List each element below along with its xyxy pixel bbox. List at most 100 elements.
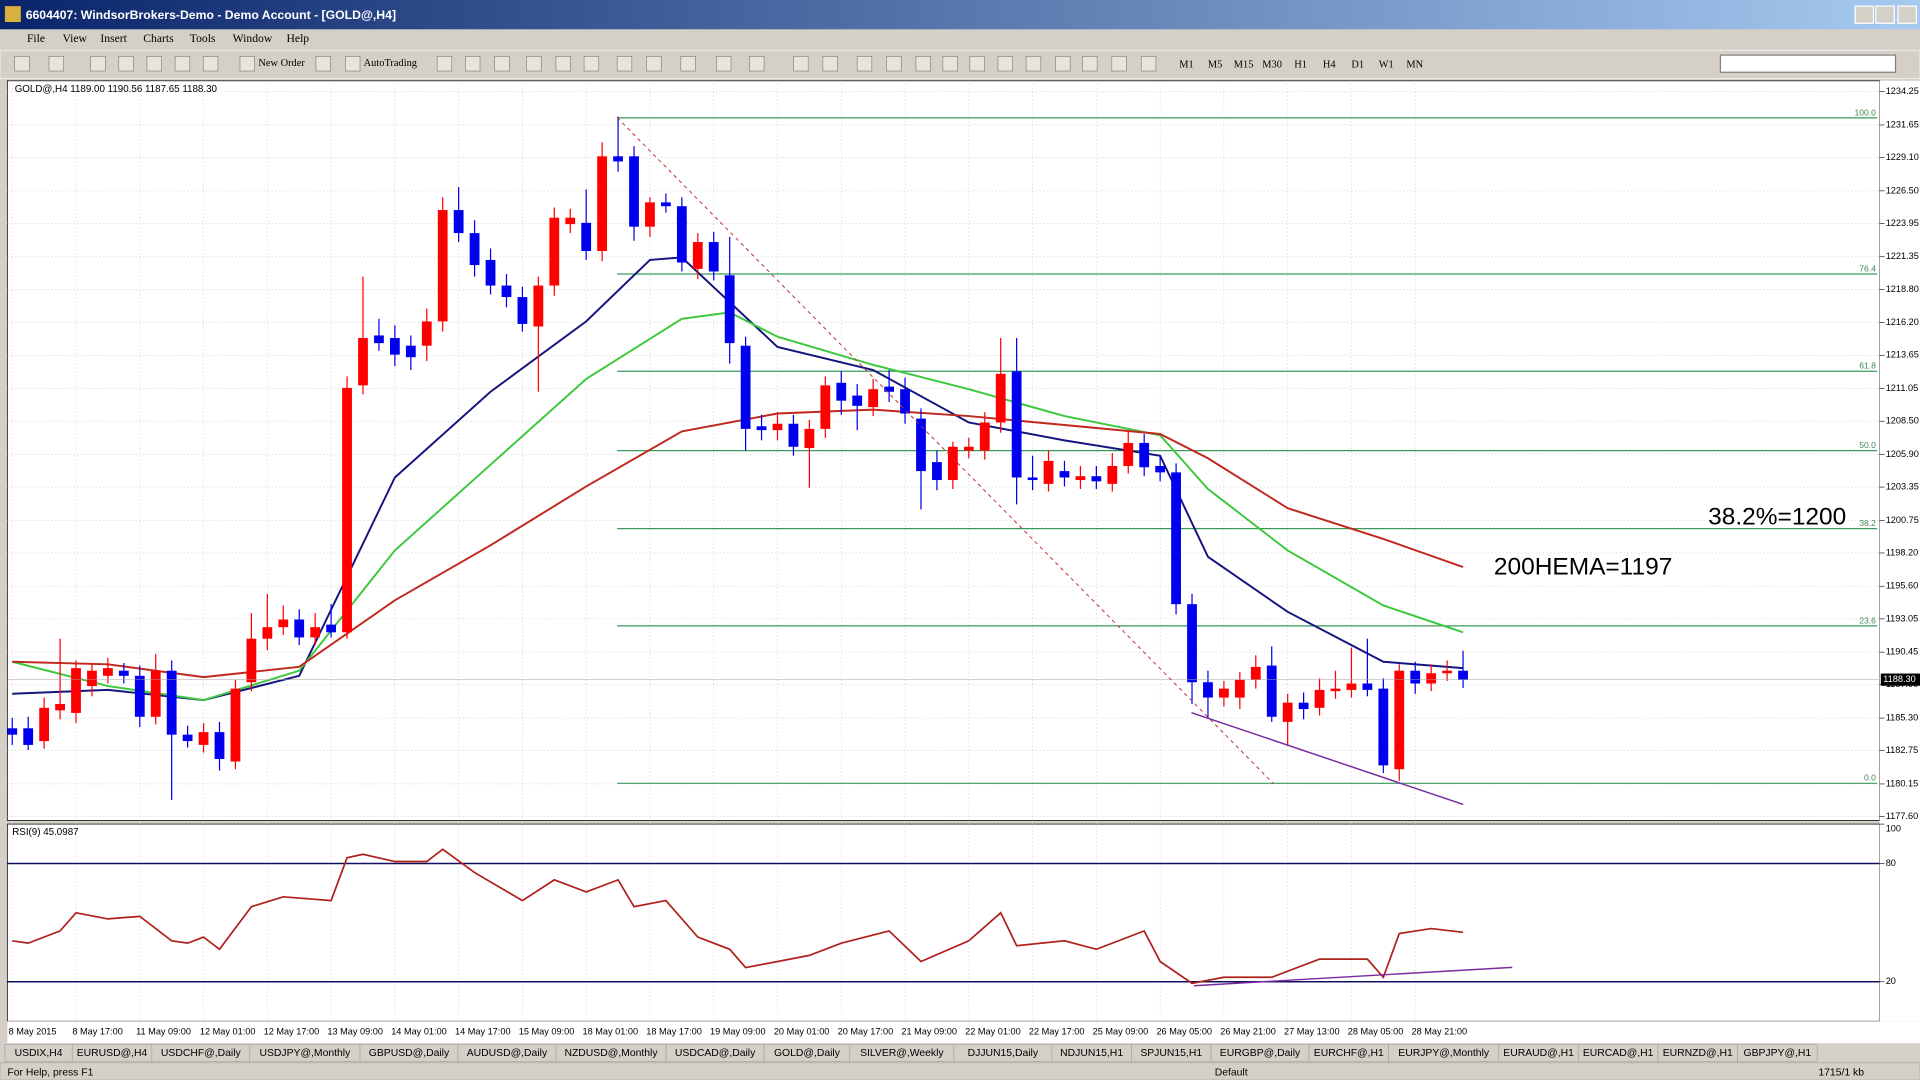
timeframe-button[interactable]: M5	[1208, 59, 1222, 70]
tab-label[interactable]: GBPJPY@,H1	[1743, 1048, 1811, 1059]
toolbar-icon[interactable]	[793, 56, 809, 72]
menu-item[interactable]: File	[27, 32, 45, 45]
timeframe-button[interactable]: H1	[1294, 59, 1307, 70]
candle-body	[517, 297, 528, 324]
tab-label[interactable]: GOLD@,Daily	[774, 1048, 841, 1059]
search-box[interactable]	[1719, 54, 1897, 73]
tab-label[interactable]: DJJUN15,Daily	[968, 1048, 1039, 1059]
menu-item[interactable]: Help	[287, 32, 310, 45]
toolbar-icon[interactable]	[526, 56, 542, 72]
toolbar-icon[interactable]	[915, 56, 931, 72]
candle-body	[374, 335, 384, 344]
timeframe-button[interactable]: MN	[1406, 59, 1423, 70]
toolbar-icon[interactable]	[616, 56, 633, 72]
toolbar-icon[interactable]	[555, 56, 571, 72]
candle-body	[55, 703, 65, 711]
menu-item[interactable]: Window	[233, 32, 273, 45]
toolbar-icon[interactable]	[822, 56, 838, 72]
toolbar-icon[interactable]	[1055, 56, 1071, 72]
y-tick-label: 1223.95	[1886, 218, 1919, 228]
window-buttons[interactable]	[1854, 5, 1917, 24]
toolbar-icon[interactable]	[494, 56, 510, 72]
timeframe-button[interactable]: M1	[1179, 59, 1193, 70]
toolbar-icon[interactable]	[1140, 56, 1157, 72]
fib-label: 76.4	[1859, 263, 1876, 273]
toolbar-icon[interactable]	[1025, 56, 1042, 72]
toolbar-icon[interactable]	[969, 56, 985, 72]
menu-item[interactable]: Charts	[143, 32, 174, 45]
toolbar-icon[interactable]	[856, 56, 873, 72]
timeframe-button[interactable]: D1	[1351, 59, 1364, 70]
toolbar-icon[interactable]	[680, 56, 696, 72]
tab-label[interactable]: SPJUN15,H1	[1140, 1048, 1202, 1059]
toolbar-icon[interactable]	[146, 56, 162, 72]
minimize-button[interactable]	[1854, 5, 1875, 24]
toolbar-icon[interactable]	[239, 56, 255, 72]
maximize-button[interactable]	[1875, 5, 1895, 24]
toolbar-icon[interactable]	[942, 56, 958, 72]
toolbar-icon[interactable]	[48, 56, 64, 72]
candle-body	[1362, 683, 1373, 690]
x-tick-label: 11 May 09:00	[136, 1027, 191, 1037]
tab-label[interactable]: USDJPY@,Monthly	[259, 1048, 351, 1059]
menu-item[interactable]: View	[62, 32, 87, 45]
candle-body	[645, 202, 655, 227]
candle-body	[262, 627, 273, 639]
toolbar-icon[interactable]	[716, 56, 732, 72]
toolbar-icon[interactable]	[1111, 56, 1127, 72]
candle-body	[23, 728, 34, 745]
tab[interactable]	[1737, 1044, 1818, 1062]
timeframe-button[interactable]: H4	[1323, 59, 1337, 70]
candle-body	[182, 734, 193, 742]
x-tick-label: 14 May 01:00	[391, 1027, 447, 1037]
fib-label: 50.0	[1859, 440, 1876, 450]
toolbar-icon[interactable]	[749, 56, 765, 72]
toolbar-icon[interactable]	[315, 56, 331, 72]
timeframe-button[interactable]: M30	[1262, 59, 1282, 70]
tab-label[interactable]: EURUSD@,H4	[77, 1048, 148, 1059]
tab-label[interactable]: SILVER@,Weekly	[860, 1048, 944, 1059]
tab-label[interactable]: EURNZD@,H1	[1663, 1048, 1733, 1059]
tab-label[interactable]: EURGBP@,Daily	[1220, 1048, 1301, 1059]
tab-label[interactable]: NZDUSD@,Monthly	[564, 1048, 658, 1059]
toolbar-icon[interactable]	[1082, 56, 1098, 72]
tab-label[interactable]: USDCAD@,Daily	[675, 1048, 756, 1059]
toolbar-icon[interactable]	[583, 56, 600, 72]
toolbar-icon[interactable]	[90, 56, 106, 72]
toolbar-icon[interactable]	[436, 56, 453, 72]
toolbar-icon[interactable]	[174, 56, 191, 72]
menu-item[interactable]: Insert	[100, 32, 127, 45]
timeframe-button[interactable]: M15	[1234, 59, 1254, 70]
tab-label[interactable]: GBPUSD@,Daily	[369, 1048, 450, 1059]
menu-item[interactable]: Tools	[190, 32, 216, 45]
x-tick-label: 8 May 2015	[9, 1027, 57, 1037]
toolbar-icon[interactable]	[345, 56, 361, 72]
x-tick-label: 13 May 09:00	[327, 1027, 383, 1037]
candle-body	[389, 338, 400, 355]
tab-label[interactable]: USDCHF@,Daily	[161, 1048, 242, 1059]
toolbar-icon[interactable]	[886, 56, 902, 72]
toolbar-button[interactable]: New Order	[258, 58, 305, 69]
toolbar-icon[interactable]	[465, 56, 481, 72]
timeframe-button[interactable]: W1	[1379, 59, 1394, 70]
tab-label[interactable]: EURAUD@,H1	[1503, 1048, 1574, 1059]
close-button[interactable]	[1897, 5, 1917, 24]
tab-label[interactable]: EURJPY@,Monthly	[1398, 1048, 1490, 1059]
tab-label[interactable]: EURCHF@,H1	[1314, 1048, 1384, 1059]
toolbar-icon[interactable]	[14, 56, 30, 72]
y-tick-label: 1211.05	[1886, 383, 1918, 393]
tab-label[interactable]: USDIX,H4	[15, 1048, 63, 1059]
tab-label[interactable]: EURCAD@,H1	[1583, 1048, 1654, 1059]
toolbar-icon[interactable]	[997, 56, 1013, 72]
toolbar-icon[interactable]	[646, 56, 662, 72]
tab-label[interactable]: NDJUN15,H1	[1060, 1048, 1123, 1059]
candle-body	[692, 242, 703, 269]
toolbar-button[interactable]: AutoTrading	[364, 58, 417, 69]
menu-bar	[0, 29, 1920, 51]
tab-label[interactable]: AUDUSD@,Daily	[467, 1048, 548, 1059]
x-tick-label: 20 May 01:00	[774, 1027, 830, 1037]
toolbar-icon[interactable]	[202, 56, 219, 72]
toolbar-icon[interactable]	[118, 56, 134, 72]
y-tick-label: 1190.45	[1886, 647, 1918, 657]
